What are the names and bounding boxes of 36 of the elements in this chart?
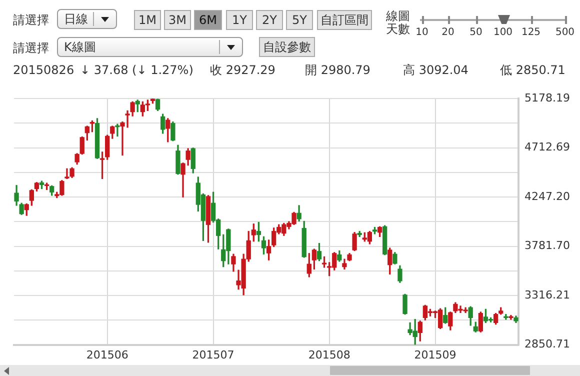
text: 20150826 bbox=[13, 63, 74, 77]
text: 收 2927.29 bbox=[210, 63, 276, 77]
text: 500 bbox=[554, 26, 576, 40]
x-tick-label: 201506 bbox=[86, 348, 128, 362]
y-tick-label: 4247.20 bbox=[524, 190, 570, 203]
x-tick-label: 201507 bbox=[192, 348, 234, 362]
y-tick-label: 4712.69 bbox=[524, 140, 570, 154]
text: 20 bbox=[440, 26, 456, 40]
y-tick-label: 3316.21 bbox=[524, 288, 570, 302]
text: 線圖天數 bbox=[386, 9, 411, 36]
text: 高 3092.04 bbox=[403, 63, 468, 77]
text: 自訂區間 bbox=[317, 10, 372, 30]
x-tick-label: 201509 bbox=[414, 348, 456, 362]
text: 請選擇 bbox=[13, 41, 49, 55]
text: 5Y bbox=[286, 10, 313, 30]
text: 自設參數 bbox=[259, 37, 315, 57]
text: 1Y bbox=[226, 10, 253, 30]
text: 日線 bbox=[64, 12, 88, 26]
text: 100 bbox=[492, 26, 514, 40]
text: 3M bbox=[164, 10, 191, 30]
text: 1M bbox=[134, 10, 161, 30]
y-tick-label: 2850.71 bbox=[524, 338, 570, 351]
text: K線圖 bbox=[64, 40, 96, 54]
text: 50 bbox=[468, 26, 484, 40]
text: 2Y bbox=[256, 10, 283, 30]
text: 請選擇 bbox=[13, 13, 49, 27]
text: 低 2850.71 bbox=[500, 63, 566, 77]
text: 125 bbox=[520, 26, 542, 40]
candlestick bbox=[115, 124, 120, 136]
text: 6M bbox=[194, 10, 222, 30]
text: 10 bbox=[416, 27, 428, 38]
x-tick-label: 201508 bbox=[308, 348, 350, 362]
y-tick-label: 5178.19 bbox=[524, 91, 570, 104]
text: ↓ 37.68 (↓ 1.27%) bbox=[80, 63, 194, 77]
text: 開 2980.79 bbox=[305, 63, 370, 77]
y-tick-label: 3781.70 bbox=[524, 239, 570, 252]
